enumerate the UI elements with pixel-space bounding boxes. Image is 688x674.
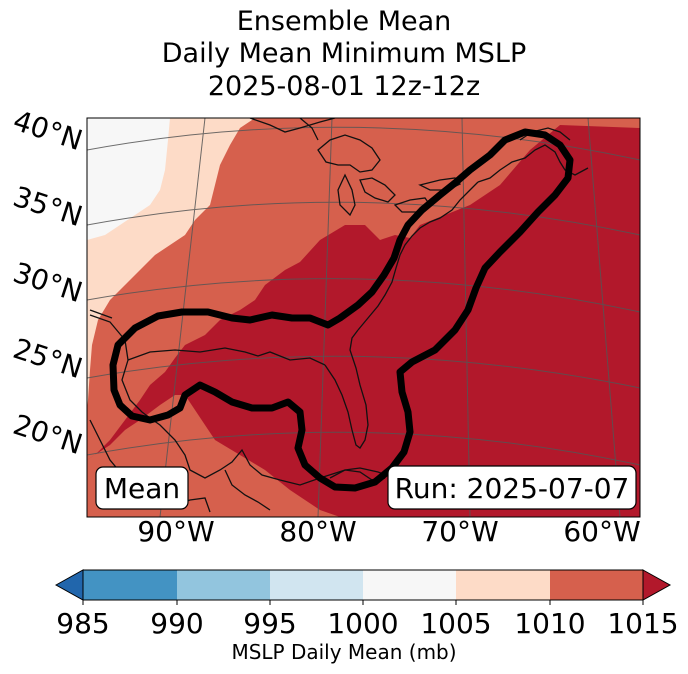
fill-1000-1005 <box>87 118 170 240</box>
colorbar-extend-low <box>54 569 84 601</box>
colorbar-bin-995-1000 <box>270 570 363 600</box>
coastlines <box>89 118 589 513</box>
lon-label-60w: 60°W <box>563 515 640 548</box>
lat-label-20: 20°N <box>9 408 86 461</box>
title-line-3: 2025-08-01 12z-12z <box>207 71 481 102</box>
colorbar: 985 990 995 1000 1005 1010 1015 <box>54 569 679 640</box>
colorbar-label: MSLP Daily Mean (mb) <box>231 640 457 664</box>
colorbar-tick-985: 985 <box>56 607 109 640</box>
colorbar-tick-995: 995 <box>243 607 296 640</box>
run-box <box>387 465 637 510</box>
colorbar-tick-1010: 1010 <box>514 607 585 640</box>
colorbar-bin-1005-1010 <box>456 570 550 600</box>
map-frame <box>86 117 641 518</box>
lon-label-70w: 70°W <box>421 515 498 548</box>
colorbar-tick-1000: 1000 <box>327 607 398 640</box>
lon-label-90w: 90°W <box>137 515 214 548</box>
lat-label-30: 30°N <box>9 256 86 309</box>
mean-box-label: Mean <box>104 472 180 505</box>
lat-label-40: 40°N <box>9 104 86 157</box>
colorbar-tick-1005: 1005 <box>420 607 491 640</box>
colorbar-extend-high <box>642 569 672 601</box>
map-panel <box>87 118 640 517</box>
colorbar-bin-1000-1005 <box>363 570 456 600</box>
contour-1015 <box>109 128 574 492</box>
colorbar-bin-1010-1015 <box>550 570 643 600</box>
lat-label-25: 25°N <box>9 332 86 385</box>
mean-box <box>95 466 189 510</box>
run-box-label: Run: 2025-07-07 <box>395 472 630 505</box>
title-line-1: Ensemble Mean <box>236 6 452 37</box>
colorbar-bin-985-990 <box>83 570 177 600</box>
lon-label-80w: 80°W <box>279 515 356 548</box>
title-line-2: Daily Mean Minimum MSLP <box>161 38 527 69</box>
colorbar-tick-990: 990 <box>150 607 203 640</box>
colorbar-bin-990-995 <box>177 570 270 600</box>
colorbar-tick-1015: 1015 <box>607 607 678 640</box>
fill-1010-1015 <box>87 118 640 460</box>
lat-label-35: 35°N <box>9 180 86 233</box>
